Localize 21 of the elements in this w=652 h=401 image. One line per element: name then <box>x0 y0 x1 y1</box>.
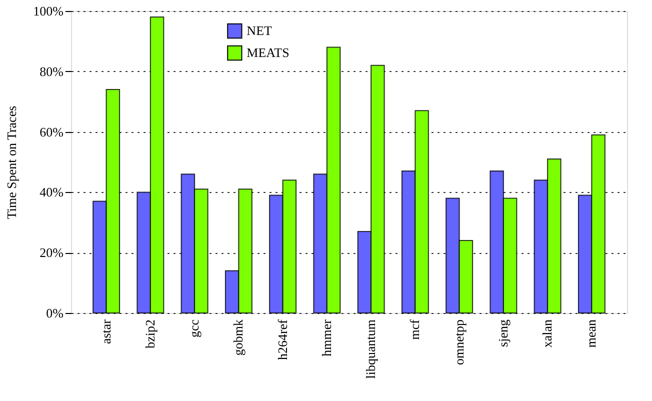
y-tick-label: 40% <box>40 184 64 200</box>
x-tick-label: sjeng <box>495 319 510 347</box>
y-tick-label: 80% <box>40 64 64 79</box>
x-tick-label: omnetpp <box>451 320 466 365</box>
x-tick-label: mean <box>584 319 599 348</box>
x-tick-label: libquantum <box>363 320 378 379</box>
y-axis-title: Time Spent on Traces <box>4 106 20 220</box>
y-tick-label: 100% <box>33 4 64 18</box>
x-tick-label: astar <box>98 318 114 344</box>
y-tick-label: 20% <box>40 245 64 260</box>
x-tick-label: bzip2 <box>142 320 158 348</box>
y-tick-label: 0% <box>46 306 64 320</box>
legend-label: NET <box>246 23 272 38</box>
x-tick-label: xalan <box>540 319 555 348</box>
x-tick-label: gcc <box>186 319 202 338</box>
y-tick-label: 60% <box>40 124 64 140</box>
x-tick-label: h264ref <box>274 318 290 360</box>
x-tick-label: hmmer <box>318 318 334 356</box>
x-tick-label: gobmk <box>230 319 246 356</box>
x-tick-label: mcf <box>407 318 422 340</box>
legend-label: MEATS <box>246 45 290 60</box>
